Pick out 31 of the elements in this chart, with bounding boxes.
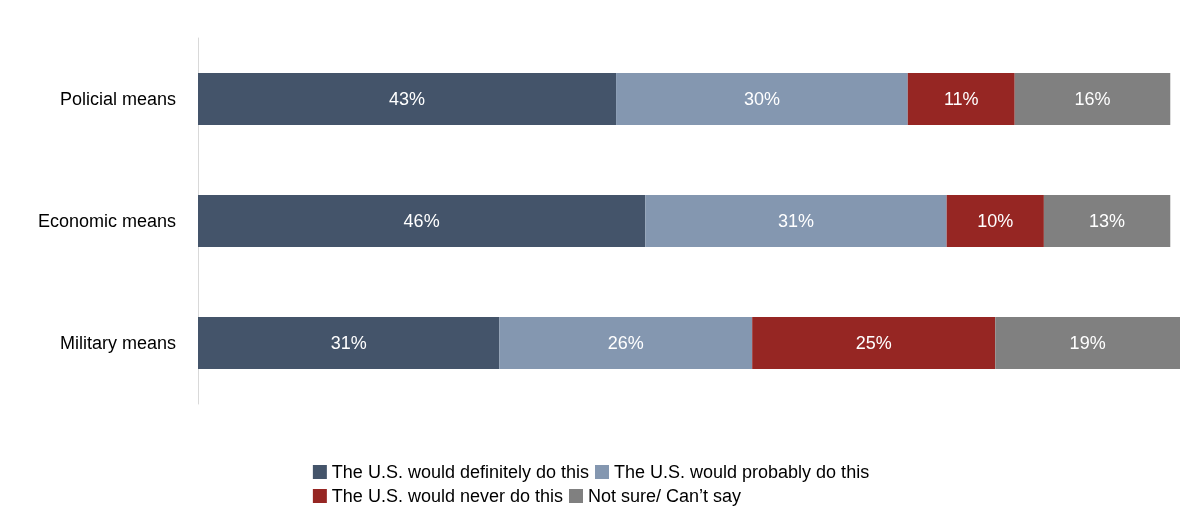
bar [752,317,996,369]
legend-label: The U.S. would definitely do this [331,462,590,482]
data-label: 11% [943,89,979,109]
data-label: 43% [389,89,426,109]
y-tick-label: Economic means [37,211,176,231]
data-label: 30% [743,89,780,109]
legend-label: Not sure/ Can’t say [587,486,742,506]
data-label: 19% [1069,333,1106,353]
data-label: 16% [1074,89,1111,109]
data-label: 13% [1089,211,1126,231]
data-label: 25% [855,333,892,353]
bar [499,317,753,369]
data-label: 31% [330,333,367,353]
data-label: 46% [403,211,440,231]
bar [946,195,1044,247]
legend-label: The U.S. would never do this [331,486,563,506]
bar [198,317,500,369]
bar [907,73,1015,125]
y-tick-label: Policial means [59,89,176,109]
bar [995,317,1180,369]
bar [198,195,646,247]
data-label: 26% [607,333,644,353]
legend-label: The U.S. would probably do this [614,462,870,482]
bar [645,195,947,247]
bar [616,73,908,125]
bar [1014,73,1171,125]
bar [198,73,617,125]
data-label: 10% [977,211,1014,231]
y-tick-label: Military means [59,333,176,353]
data-label: 31% [777,211,814,231]
bar [1043,195,1171,247]
